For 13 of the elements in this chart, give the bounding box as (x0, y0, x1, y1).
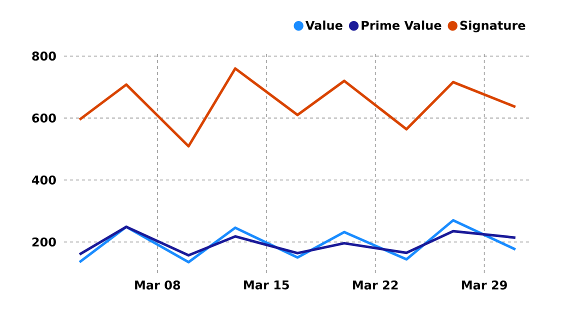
y-tick-label: 400 (32, 175, 56, 185)
x-tick-label: Mar 08 (135, 280, 180, 290)
x-tick-label: Mar 29 (462, 280, 507, 290)
line-series (78, 226, 517, 257)
x-tick-label: Mar 22 (353, 280, 398, 290)
legend-label: Value (305, 20, 342, 30)
x-tick-label: Mar 15 (244, 280, 289, 290)
y-tick-label: 800 (32, 52, 56, 61)
legend-label: Prime Value (362, 20, 442, 30)
line-series (78, 67, 517, 148)
legend-label: Signature (460, 20, 526, 32)
y-tick-label: 600 (32, 114, 56, 123)
y-tick-label: 200 (32, 237, 56, 247)
